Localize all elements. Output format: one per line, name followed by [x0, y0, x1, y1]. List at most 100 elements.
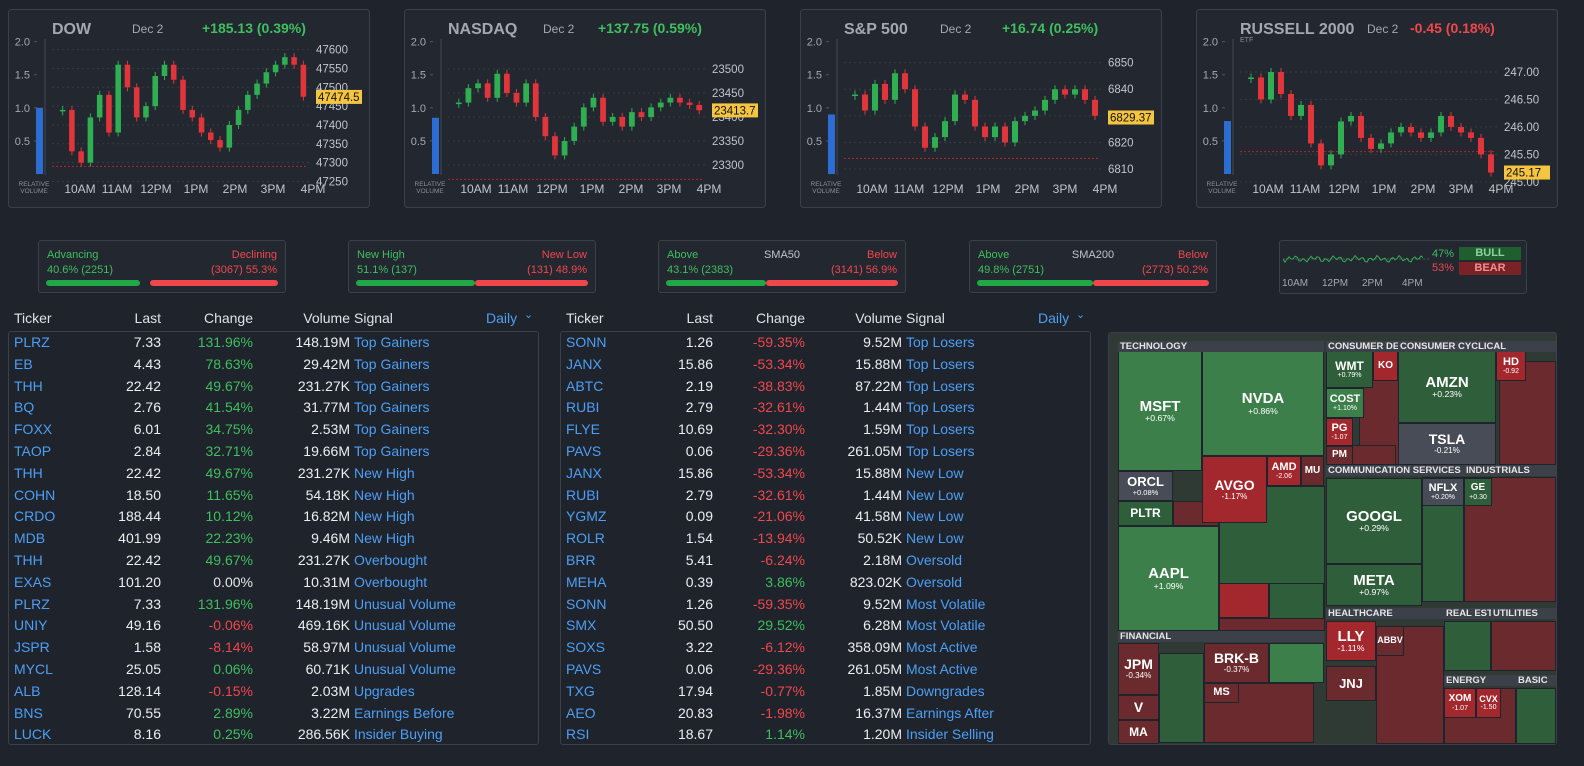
- ticker[interactable]: SMX: [566, 617, 597, 634]
- signal[interactable]: Overbought: [354, 552, 428, 568]
- ticker[interactable]: JANX: [566, 355, 602, 372]
- table-row[interactable]: JANX 15.86 -53.34% 15.88M New Low: [560, 462, 1091, 484]
- table-row[interactable]: EXAS 101.20 0.00% 10.31M Overbought: [8, 571, 539, 593]
- table-row[interactable]: LUCK 8.16 0.25% 286.56K Insider Buying: [8, 723, 539, 745]
- index-panel[interactable]: DOW Dec 2 +185.13 (0.39%) 47250 47300 47350 47…: [8, 9, 370, 208]
- signal[interactable]: New High: [354, 464, 415, 481]
- signal[interactable]: Top Gainers: [354, 399, 430, 416]
- ticker[interactable]: PAVS: [566, 661, 602, 677]
- heatmap-tile[interactable]: MU: [1301, 456, 1324, 486]
- heatmap-tile[interactable]: LLY -1.11%: [1326, 621, 1376, 661]
- ticker[interactable]: PAVS: [566, 443, 602, 459]
- signal[interactable]: Top Gainers: [354, 443, 430, 459]
- table-row[interactable]: AEO 20.83 -1.98% 16.37M Earnings After: [560, 702, 1091, 724]
- ticker[interactable]: PLRZ: [14, 334, 50, 350]
- ticker[interactable]: MEHA: [566, 573, 607, 590]
- signal[interactable]: Top Gainers: [354, 334, 430, 350]
- heatmap-tile[interactable]: AMZN +0.23%: [1398, 351, 1496, 423]
- table-row[interactable]: THH 22.42 49.67% 231.27K Overbought: [8, 549, 539, 571]
- heatmap-tile[interactable]: AVGO -1.17%: [1202, 456, 1267, 523]
- table-row[interactable]: FLYE 10.69 -32.30% 1.59M Top Losers: [560, 418, 1091, 440]
- heatmap-tile[interactable]: JPM -0.34%: [1118, 643, 1159, 695]
- heatmap-tile[interactable]: GOOGL +0.29%: [1326, 478, 1422, 564]
- signal[interactable]: Top Gainers: [354, 377, 430, 394]
- heatmap-tile[interactable]: NVDA +0.86%: [1202, 351, 1324, 456]
- heatmap-tile[interactable]: MS: [1204, 683, 1239, 703]
- ticker[interactable]: AEO: [566, 704, 596, 721]
- ticker[interactable]: YGMZ: [566, 508, 607, 525]
- table-row[interactable]: ABTC 2.19 -38.83% 87.22M Top Losers: [560, 375, 1091, 397]
- ticker[interactable]: SOXS: [566, 639, 605, 656]
- table-row[interactable]: TXG 17.94 -0.77% 1.85M Downgrades: [560, 680, 1091, 702]
- signal[interactable]: Downgrades: [906, 682, 985, 699]
- ticker[interactable]: THH: [14, 464, 43, 481]
- ticker[interactable]: TAOP: [14, 443, 52, 459]
- ticker[interactable]: BQ: [14, 399, 35, 416]
- heatmap-tile[interactable]: NFLX +0.20%: [1422, 478, 1464, 506]
- table-row[interactable]: UNIY 49.16 -0.06% 469.16K Unusual Volume: [8, 614, 539, 636]
- ticker[interactable]: THH: [14, 552, 43, 568]
- ticker[interactable]: MYCL: [14, 661, 53, 677]
- heatmap-tile[interactable]: HD -0.92: [1496, 351, 1526, 381]
- table-row[interactable]: SONN 1.26 -59.35% 9.52M Top Losers: [560, 331, 1091, 353]
- signal[interactable]: New Low: [906, 464, 964, 481]
- signal[interactable]: Overbought: [354, 573, 428, 590]
- table-row[interactable]: RSI 18.67 1.14% 1.20M Insider Selling: [560, 723, 1091, 745]
- signal[interactable]: Earnings Before: [354, 704, 455, 721]
- ticker[interactable]: SONN: [566, 334, 607, 350]
- ticker[interactable]: FOXX: [14, 421, 53, 438]
- ticker[interactable]: RUBI: [566, 399, 600, 416]
- heatmap-tile[interactable]: AMD -2.06: [1267, 456, 1301, 486]
- heatmap-tile[interactable]: META +0.97%: [1326, 564, 1422, 606]
- heatmap-tile[interactable]: JNJ: [1326, 666, 1376, 701]
- signal[interactable]: Oversold: [906, 573, 963, 590]
- table-row[interactable]: SOXS 3.22 -6.12% 358.09M Most Active: [560, 636, 1091, 658]
- signal[interactable]: Insider Selling: [906, 726, 994, 743]
- signal[interactable]: Most Active: [906, 639, 978, 656]
- heatmap-tile[interactable]: COST +1.10%: [1326, 388, 1364, 418]
- heatmap-tile[interactable]: AAPL +1.09%: [1118, 526, 1219, 631]
- signal[interactable]: Top Gainers: [354, 355, 430, 372]
- heatmap-tile[interactable]: CVX -1.50: [1476, 688, 1501, 718]
- signal[interactable]: New Low: [906, 530, 964, 547]
- ticker[interactable]: EB: [14, 355, 33, 372]
- signal[interactable]: Unusual Volume: [354, 595, 456, 612]
- ticker[interactable]: TXG: [566, 682, 595, 699]
- period-dropdown[interactable]: Daily: [486, 310, 518, 326]
- signal[interactable]: Top Gainers: [354, 421, 430, 438]
- index-panel[interactable]: NASDAQ Dec 2 +137.75 (0.59%)23300233502340…: [404, 9, 766, 208]
- ticker[interactable]: ABTC: [566, 377, 604, 394]
- table-row[interactable]: PLRZ 7.33 131.96% 148.19M Top Gainers: [8, 331, 539, 353]
- heatmap-tile[interactable]: PM: [1326, 446, 1353, 465]
- table-row[interactable]: JANX 15.86 -53.34% 15.88M Top Losers: [560, 353, 1091, 375]
- ticker[interactable]: RUBI: [566, 486, 600, 503]
- ticker[interactable]: MDB: [14, 530, 46, 547]
- table-row[interactable]: BNS 70.55 2.89% 3.22M Earnings Before: [8, 702, 539, 724]
- ticker[interactable]: LUCK: [14, 726, 52, 743]
- heatmap-tile[interactable]: PG -1.07: [1326, 418, 1353, 446]
- heatmap-tile[interactable]: ABBV: [1376, 626, 1404, 656]
- ticker[interactable]: FLYE: [566, 421, 600, 438]
- heatmap-tile[interactable]: KO: [1373, 351, 1398, 381]
- heatmap-tile[interactable]: PLTR: [1118, 501, 1173, 526]
- heatmap-tile[interactable]: ORCL +0.08%: [1118, 471, 1173, 501]
- signal[interactable]: New Low: [906, 508, 964, 525]
- signal[interactable]: Top Losers: [906, 334, 975, 350]
- signal[interactable]: Most Volatile: [906, 617, 986, 634]
- table-row[interactable]: RUBI 2.79 -32.61% 1.44M Top Losers: [560, 396, 1091, 418]
- table-row[interactable]: JSPR 1.58 -8.14% 58.97M Unusual Volume: [8, 636, 539, 658]
- heatmap-tile[interactable]: WMT +0.79%: [1326, 351, 1373, 388]
- table-row[interactable]: ROLR 1.54 -13.94% 50.52K New Low: [560, 527, 1091, 549]
- table-row[interactable]: EB 4.43 78.63% 29.42M Top Gainers: [8, 353, 539, 375]
- heatmap-tile[interactable]: V: [1118, 695, 1159, 720]
- table-row[interactable]: TAOP 2.84 32.71% 19.66M Top Gainers: [8, 440, 539, 462]
- table-row[interactable]: THH 22.42 49.67% 231.27K Top Gainers: [8, 375, 539, 397]
- signal[interactable]: Earnings After: [906, 704, 994, 721]
- table-row[interactable]: COHN 18.50 11.65% 54.18K New High: [8, 484, 539, 506]
- ticker[interactable]: CRDO: [14, 508, 56, 525]
- signal[interactable]: Upgrades: [354, 682, 415, 699]
- heatmap-tile[interactable]: TSLA -0.21%: [1398, 423, 1496, 465]
- heatmap-tile[interactable]: MSFT +0.67%: [1118, 351, 1202, 471]
